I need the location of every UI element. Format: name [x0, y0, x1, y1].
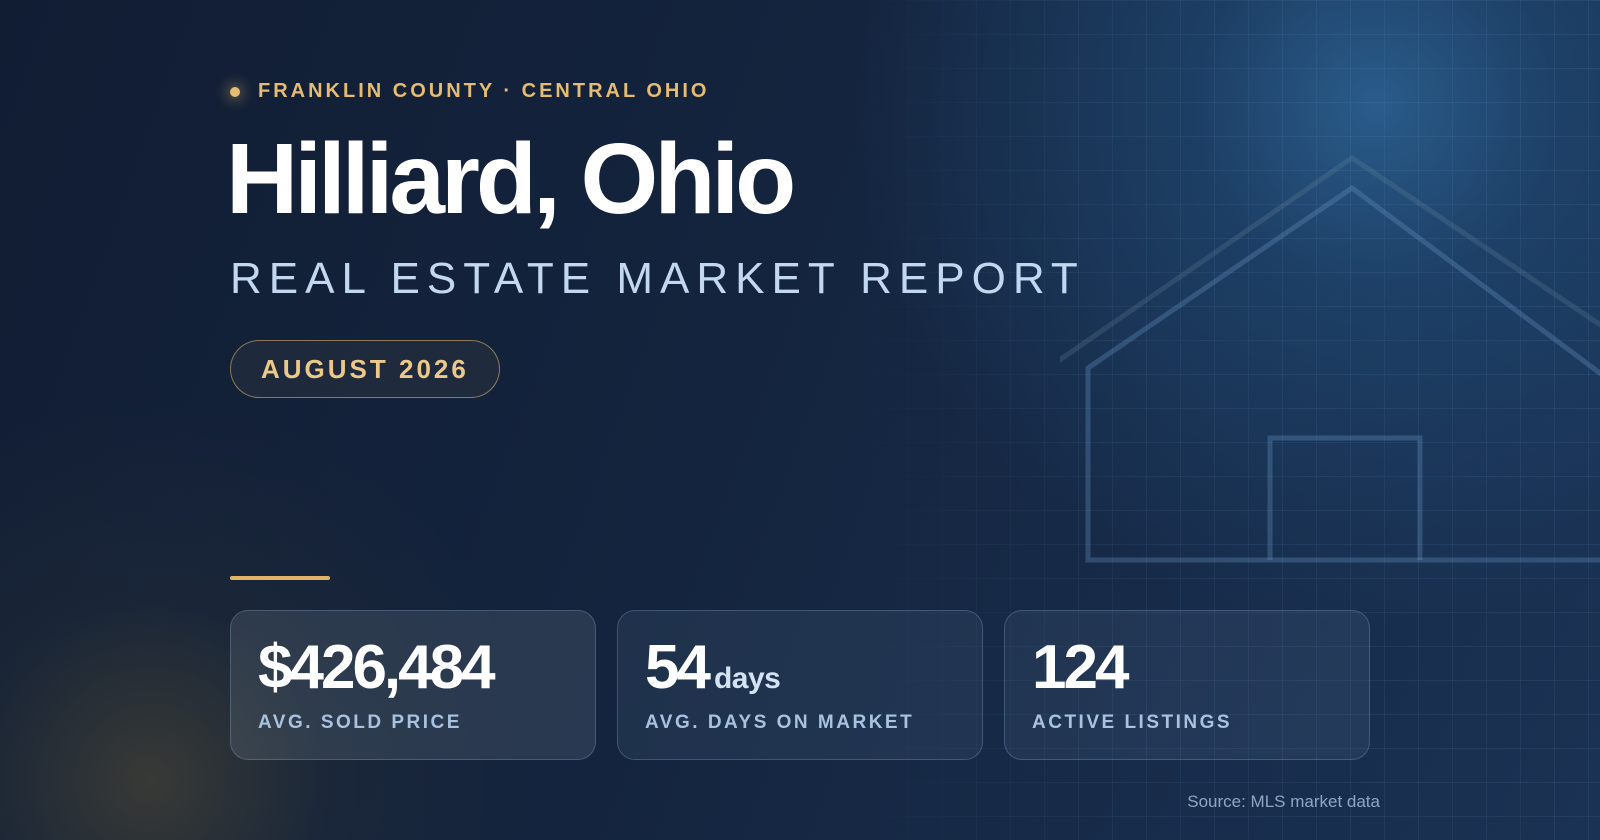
- report-subtitle: REAL ESTATE MARKET REPORT: [230, 254, 1085, 303]
- stats-row: $426,484 AVG. SOLD PRICE 54 days AVG. DAY…: [230, 610, 1370, 760]
- report-content: FRANKLIN COUNTY · CENTRAL OHIO Hilliard,…: [226, 0, 1380, 840]
- stat-unit: days: [713, 662, 781, 695]
- stat-label: AVG. DAYS ON MARKET: [645, 712, 915, 733]
- stat-number: 54: [645, 633, 711, 702]
- stat-value: $426,484: [258, 637, 595, 699]
- accent-divider: [230, 576, 330, 580]
- location-label: FRANKLIN COUNTY · CENTRAL OHIO: [258, 80, 710, 102]
- stat-value: 124: [1032, 637, 1369, 699]
- stat-card-active-listings: 124 ACTIVE LISTINGS: [1004, 610, 1370, 760]
- stat-number: 124: [1032, 633, 1129, 702]
- house-outline-icon: [1060, 154, 1600, 563]
- stat-card-avg-days-on-market: 54 days AVG. DAYS ON MARKET: [617, 610, 983, 760]
- page-title: Hilliard, Ohio: [226, 123, 796, 235]
- background-grid: [840, 0, 1600, 840]
- source-note: Source: MLS market data: [1187, 792, 1380, 811]
- stat-number: $426,484: [258, 633, 496, 702]
- stat-label: ACTIVE LISTINGS: [1032, 712, 1233, 733]
- dot-icon: [230, 86, 240, 97]
- stat-value: 54 days: [645, 637, 982, 699]
- report-date-badge: AUGUST 2026: [230, 340, 500, 398]
- stat-label: AVG. SOLD PRICE: [258, 712, 462, 733]
- location-eyebrow: FRANKLIN COUNTY · CENTRAL OHIO: [230, 80, 709, 103]
- stat-card-avg-sold-price: $426,484 AVG. SOLD PRICE: [230, 610, 596, 760]
